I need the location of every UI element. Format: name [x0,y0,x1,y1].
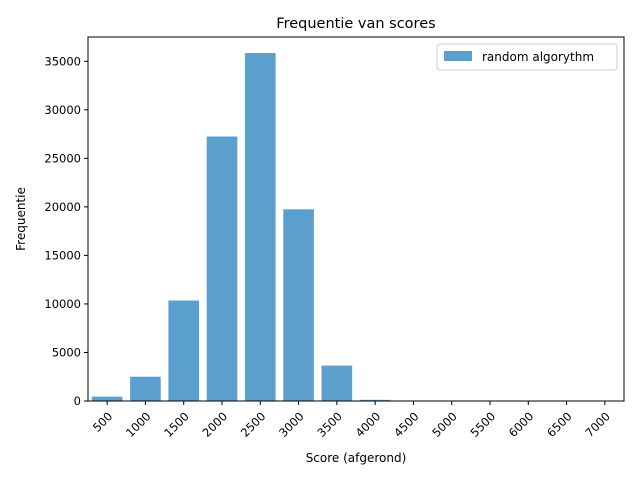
legend: random algorythm [436,43,618,71]
x-tick-label: 4500 [391,409,422,440]
y-tick-label: 30000 [44,103,81,117]
x-tick-label: 2500 [238,409,269,440]
x-tick-label: 2000 [200,409,231,440]
y-tick-label: 15000 [44,248,81,262]
y-axis-label: Frequentie [14,187,28,251]
x-tick-label: 5000 [429,409,460,440]
y-tick-label: 10000 [44,297,81,311]
bar-1000 [130,376,161,401]
legend-swatch [444,51,472,61]
x-tick-label: 6500 [544,409,575,440]
x-tick-label: 1500 [161,409,192,440]
x-tick-label: 4000 [353,409,384,440]
chart-title: Frequentie van scores [276,16,435,32]
x-tick-label: 500 [90,409,115,434]
y-axis-ticks: 0 5000 10000 15000 20000 25000 30000 35000 [44,54,88,408]
bar-3000 [283,209,314,401]
x-tick-label: 6000 [506,409,537,440]
y-tick-label: 20000 [44,200,81,214]
x-axis-ticks: 500 1000 1500 2000 2500 3000 3500 4000 4500 5000 5… [90,401,613,440]
legend-label: random algorythm [482,50,594,64]
bar-4000 [359,399,391,401]
bar-2000 [206,136,238,401]
plot-frame [87,36,625,402]
legend-frame [436,43,618,71]
bar-2500 [244,53,276,402]
bar-1500 [168,300,200,401]
bar-500 [91,396,123,401]
x-tick-label: 3000 [276,409,307,440]
y-tick-label: 35000 [44,54,81,68]
bars-group [91,53,429,402]
y-tick-label: 0 [74,394,81,408]
x-tick-label: 7000 [582,409,613,440]
x-tick-label: 3500 [314,409,345,440]
bar-3500 [321,365,353,401]
x-axis-label: Score (afgerond) [306,451,407,465]
y-tick-label: 25000 [44,151,81,165]
x-tick-label: 5500 [468,409,499,440]
x-tick-label: 1000 [123,409,154,440]
y-tick-label: 5000 [52,345,81,359]
